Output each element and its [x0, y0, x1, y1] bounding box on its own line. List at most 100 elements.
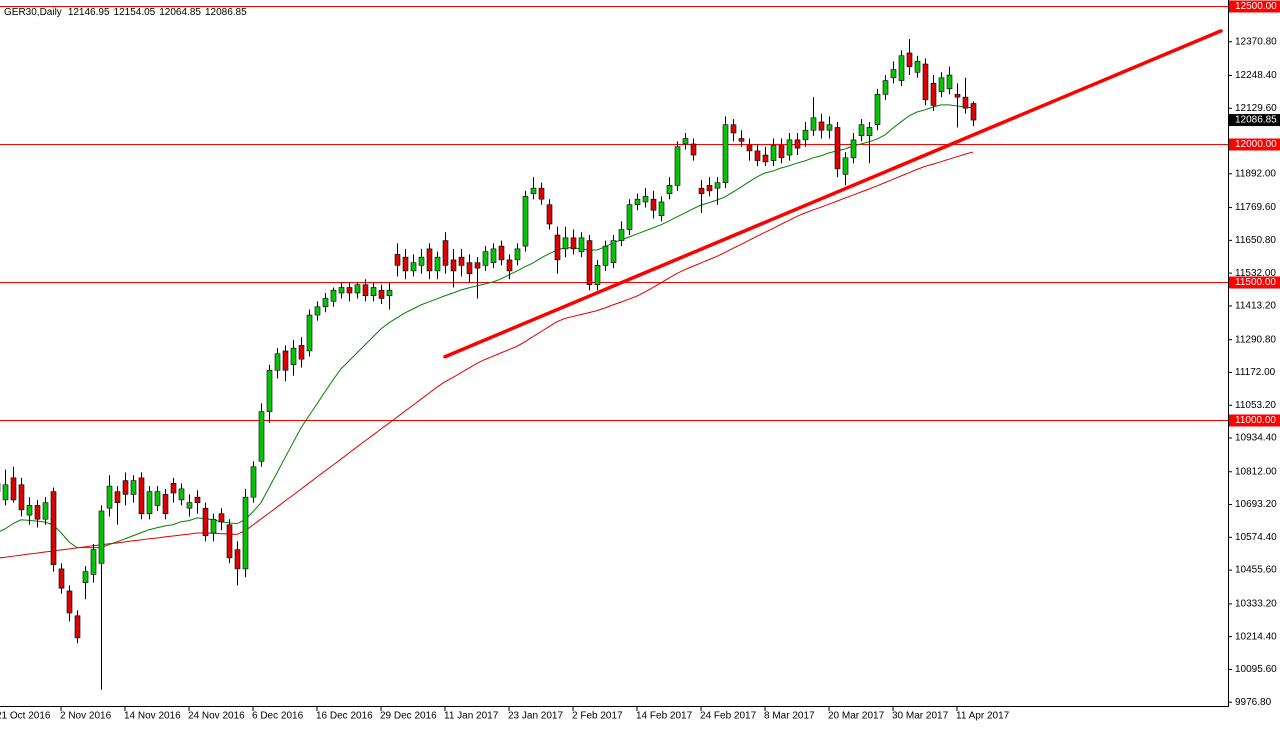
candle-body	[146, 491, 153, 515]
y-tick-label: 12370.80	[1235, 36, 1277, 47]
candle-body	[410, 262, 417, 272]
candle-body	[890, 69, 897, 79]
y-tick-label: 10333.20	[1235, 599, 1277, 610]
candle-body	[194, 496, 201, 503]
candle-body	[682, 138, 689, 145]
candle-body	[762, 154, 769, 163]
candle-body	[346, 287, 353, 294]
candle-body	[850, 139, 857, 159]
x-tick-label: 14 Nov 2016	[124, 711, 181, 722]
candle-body	[946, 74, 953, 90]
y-tick-label: 11290.80	[1235, 334, 1276, 345]
x-tick-label: 24 Nov 2016	[188, 711, 245, 722]
x-tick-label: 2 Feb 2017	[572, 711, 623, 722]
y-tick-label: 11053.20	[1235, 400, 1276, 411]
candle-body	[794, 139, 801, 149]
candle-body	[258, 411, 265, 462]
x-tick-label: 8 Mar 2017	[764, 711, 815, 722]
candle-body	[714, 182, 721, 189]
candle-body	[98, 510, 105, 564]
last-low: 12064.85	[159, 7, 201, 18]
moving-average-line	[0, 151, 974, 559]
y-tick-label: 12248.40	[1235, 70, 1277, 81]
candle-body	[514, 248, 521, 261]
candle-body	[554, 234, 561, 261]
x-tick-label: 11 Jan 2017	[444, 711, 499, 722]
candle-body	[938, 77, 945, 92]
candle-body	[706, 185, 713, 192]
symbol-title: GER30,Daily	[4, 7, 62, 18]
candle-body	[386, 289, 393, 297]
moving-average-line	[0, 104, 974, 549]
x-tick-label: 14 Feb 2017	[636, 711, 693, 722]
candle-body	[658, 201, 665, 217]
candle-body	[290, 347, 297, 366]
candle-body	[690, 143, 697, 156]
x-tick-label: 6 Dec 2016	[252, 711, 304, 722]
y-tick-label: 11650.80	[1235, 235, 1276, 246]
candle-body	[738, 138, 745, 142]
candle-body	[882, 80, 889, 95]
candle-body	[866, 127, 873, 137]
candle-body	[834, 127, 841, 170]
candle-body	[506, 259, 513, 272]
candle-body	[586, 240, 593, 286]
x-tick-label: 2 Nov 2016	[60, 711, 112, 722]
last-price-label: 12086.85	[1235, 115, 1277, 126]
candle-body	[602, 245, 609, 266]
y-tick-label: 10812.00	[1235, 466, 1277, 477]
last-close: 12086.85	[205, 7, 247, 18]
candle-body	[650, 198, 657, 211]
candle-body	[274, 353, 281, 371]
trendline	[443, 29, 1223, 359]
candle-body	[466, 262, 473, 274]
candle-body	[914, 60, 921, 73]
x-tick-label: 11 Apr 2017	[956, 711, 1010, 722]
x-tick-label: 20 Mar 2017	[828, 711, 885, 722]
candle-body	[458, 256, 465, 266]
x-tick-label: 24 Feb 2017	[700, 711, 757, 722]
candle-body	[162, 494, 169, 515]
candle-body	[810, 117, 817, 131]
plot-area	[0, 6, 1228, 690]
candle-body	[10, 477, 17, 501]
candle-body	[266, 369, 273, 412]
candle-body	[578, 237, 585, 252]
candle-body	[394, 254, 401, 266]
candle-body	[58, 568, 65, 589]
candle-body	[954, 94, 961, 98]
candle-body	[474, 262, 481, 269]
candle-body	[314, 306, 321, 316]
y-tick-label: 10095.60	[1235, 664, 1277, 675]
candle-body	[226, 524, 233, 559]
level-label: 12000.00	[1235, 139, 1277, 150]
candle-body	[498, 245, 505, 261]
y-tick-label: 12129.60	[1235, 103, 1277, 114]
candle-body	[154, 491, 161, 506]
candle-body	[594, 265, 601, 286]
candle-body	[802, 129, 809, 141]
candle-body	[42, 502, 49, 520]
y-tick-label: 10693.20	[1235, 499, 1277, 510]
candle-body	[922, 63, 929, 101]
candle-body	[898, 55, 905, 81]
candle-body	[186, 502, 193, 509]
candle-body	[122, 480, 129, 495]
candle-body	[754, 150, 761, 161]
y-tick-label: 10574.40	[1235, 532, 1277, 543]
y-tick-label: 10455.60	[1235, 565, 1277, 576]
candle-body	[2, 484, 9, 501]
candle-body	[242, 496, 249, 570]
candle-body	[730, 124, 737, 134]
candle-body	[786, 139, 793, 156]
candle-body	[858, 124, 865, 137]
candle-body	[378, 289, 385, 299]
candle-body	[722, 124, 729, 183]
x-tick-label: 16 Dec 2016	[316, 711, 373, 722]
candle-body	[522, 196, 529, 247]
candle-body	[170, 483, 177, 494]
candle-body	[818, 121, 825, 131]
candle-body	[338, 287, 345, 294]
candle-body	[418, 256, 425, 266]
